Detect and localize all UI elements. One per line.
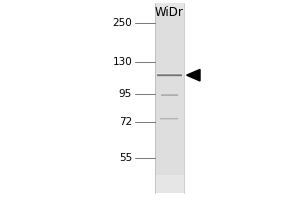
Text: 72: 72	[119, 117, 132, 127]
Text: 95: 95	[119, 89, 132, 99]
Polygon shape	[187, 69, 200, 81]
Text: WiDr: WiDr	[155, 6, 184, 19]
Text: 130: 130	[112, 57, 132, 67]
Text: 250: 250	[112, 18, 132, 28]
Text: 55: 55	[119, 153, 132, 163]
